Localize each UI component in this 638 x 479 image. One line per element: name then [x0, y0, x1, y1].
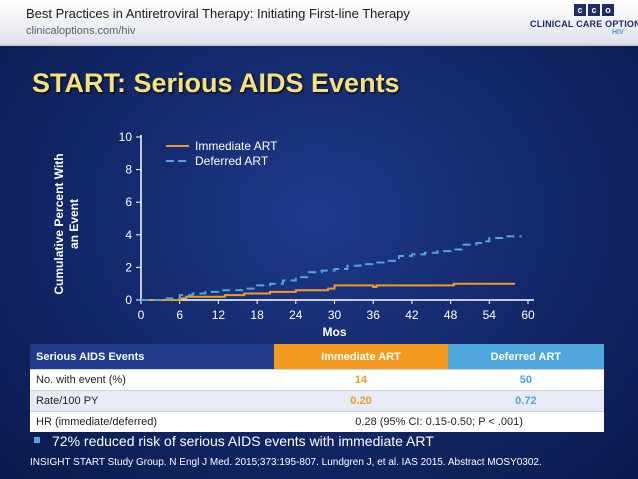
deferred-value: 0.72 [447, 390, 604, 412]
key-finding-text: 72% reduced risk of serious AIDS events … [52, 433, 434, 449]
logo-box: o [602, 4, 614, 16]
x-tick-label: 30 [328, 308, 342, 322]
series-line-deferred-art [141, 235, 522, 301]
row-label: No. with event (%) [30, 369, 275, 391]
x-tick-label: 42 [405, 308, 419, 322]
x-tick-label: 36 [367, 308, 381, 322]
logo-sub: HIV [612, 29, 624, 36]
citation: INSIGHT START Study Group. N Engl J Med.… [30, 457, 542, 468]
hr-value: 0.28 (95% CI: 0.15-0.50; P < .001) [274, 411, 604, 432]
immediate-value: 14 [274, 369, 448, 391]
header-url[interactable]: clinicaloptions.com/hiv [26, 25, 136, 37]
logo-box: c [588, 4, 600, 16]
y-tick-label: 8 [125, 163, 132, 177]
series-line-immediate-art [141, 282, 516, 301]
logo-boxes: c c o [574, 4, 614, 16]
deferred-value: 50 [447, 369, 604, 391]
clinical-care-options-logo: c c o CLINICAL CARE OPTIONS HIV [530, 4, 638, 40]
legend-label: Immediate ART [195, 139, 278, 153]
y-tick-label: 0 [125, 293, 132, 307]
slide-title: START: Serious AIDS Events [32, 68, 400, 98]
logo-name: CLINICAL CARE OPTIONS [530, 19, 638, 29]
table-row: No. with event (%) 14 50 [30, 369, 604, 391]
x-tick-label: 18 [250, 308, 264, 322]
y-tick-label: 6 [125, 195, 132, 209]
header-bar: Best Practices in Antiretroviral Therapy… [0, 0, 638, 46]
legend-label: Deferred ART [195, 154, 269, 168]
x-tick-label: 12 [212, 308, 226, 322]
x-tick-label: 54 [483, 308, 497, 322]
events-table: Serious AIDS Events Immediate ART Deferr… [30, 344, 604, 432]
table-row: Rate/100 PY 0.20 0.72 [30, 390, 604, 412]
table-header-row: Serious AIDS Events Immediate ART Deferr… [30, 344, 604, 370]
x-tick-label: 60 [521, 308, 535, 322]
y-tick-label: 2 [125, 260, 132, 274]
header-title: Best Practices in Antiretroviral Therapy… [26, 6, 410, 21]
y-tick-label: 4 [125, 228, 132, 242]
x-tick-label: 24 [289, 308, 303, 322]
x-tick-label: 6 [176, 308, 183, 322]
row-label: Rate/100 PY [30, 390, 275, 412]
table-header-immediate: Immediate ART [274, 344, 448, 370]
x-axis-label: Mos [323, 325, 347, 339]
table-header-deferred: Deferred ART [447, 344, 604, 370]
table-header-events: Serious AIDS Events [30, 344, 275, 370]
hr-label: HR (immediate/deferred) [30, 411, 275, 432]
y-tick-label: 10 [119, 130, 133, 144]
table-row: HR (immediate/deferred) 0.28 (95% CI: 0.… [30, 411, 604, 432]
logo-box: c [574, 4, 586, 16]
bullet-square-icon [34, 437, 40, 444]
x-tick-label: 48 [444, 308, 458, 322]
x-tick-label: 0 [138, 308, 145, 322]
key-finding: 72% reduced risk of serious AIDS events … [34, 433, 434, 449]
immediate-value: 0.20 [274, 390, 448, 412]
